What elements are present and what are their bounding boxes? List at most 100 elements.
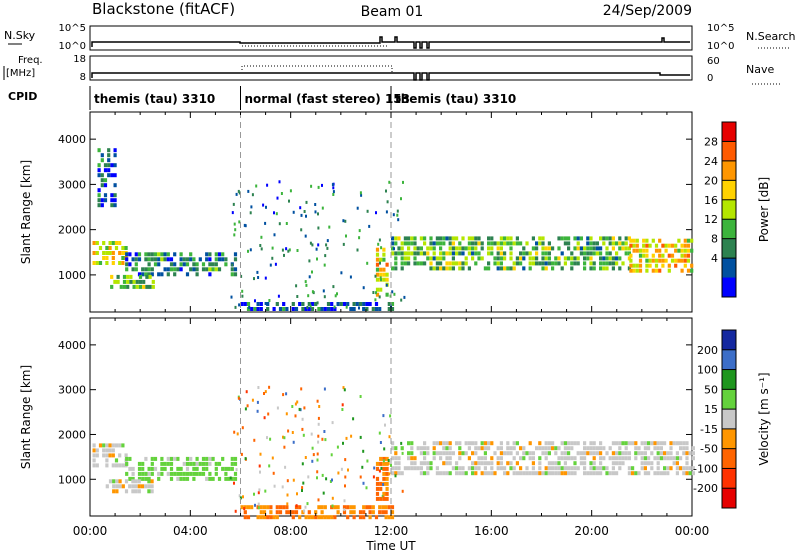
data-cell [455, 261, 459, 266]
data-cell [541, 451, 545, 456]
data-cell [638, 253, 643, 258]
data-cell [185, 461, 190, 466]
data-cell [102, 453, 106, 458]
data-cell [541, 261, 545, 266]
data-cell [118, 443, 122, 448]
colorbar-swatch [722, 409, 736, 430]
echo-dot [386, 200, 389, 204]
data-cell [535, 446, 539, 451]
echo-dot [372, 475, 375, 479]
data-cell [515, 451, 519, 456]
data-cell [554, 256, 558, 261]
colorbar-swatch [722, 238, 736, 259]
data-cell [547, 261, 551, 266]
data-cell [605, 261, 609, 266]
data-cell [531, 471, 535, 476]
data-cell [669, 441, 673, 446]
data-cell [592, 261, 596, 266]
data-cell [439, 241, 443, 246]
echo-dot [388, 435, 391, 439]
noise-right-tick-top: 10^5 [707, 23, 734, 34]
data-cell [253, 307, 257, 311]
data-cell [503, 236, 507, 241]
data-cell [624, 441, 628, 446]
data-cell [410, 456, 414, 461]
data-cell [97, 173, 101, 178]
data-cell [137, 252, 142, 257]
data-cell [429, 246, 433, 251]
data-cell [499, 236, 503, 241]
data-cell [330, 515, 334, 520]
data-cell [118, 261, 122, 265]
data-cell [439, 251, 443, 256]
data-cell [442, 266, 446, 271]
data-cell [362, 515, 366, 520]
data-cell [131, 267, 135, 272]
data-cell [391, 241, 395, 246]
data-cell [464, 471, 468, 476]
echo-dot [387, 462, 390, 465]
echo-dot [342, 441, 344, 445]
data-cell [615, 461, 619, 466]
data-cell [224, 466, 228, 471]
data-cell [688, 466, 692, 471]
data-cell [656, 466, 660, 471]
data-cell [144, 484, 148, 489]
data-cell [653, 446, 657, 451]
data-cell [439, 261, 443, 266]
echo-dot [321, 206, 324, 210]
data-cell [317, 515, 321, 520]
freq-panel [89, 55, 693, 81]
data-cell [586, 451, 590, 456]
echo-dot [359, 435, 362, 439]
data-cell [455, 471, 459, 476]
data-cell [515, 256, 519, 261]
data-cell [108, 246, 112, 250]
data-cell [583, 466, 587, 471]
data-cell [307, 515, 311, 520]
data-cell [458, 446, 462, 451]
data-cell [374, 307, 379, 311]
data-cell [608, 446, 612, 451]
y-tick-label: 3000 [58, 178, 86, 191]
echo-dot [276, 406, 279, 410]
data-cell [230, 461, 234, 466]
data-cell [487, 441, 491, 446]
echo-dot [343, 499, 346, 503]
data-cell [506, 451, 510, 456]
data-cell [195, 461, 199, 466]
data-cell [509, 451, 513, 456]
data-cell [352, 515, 356, 520]
data-cell [570, 471, 574, 476]
data-cell [515, 471, 519, 476]
data-cell [467, 241, 471, 246]
data-cell [480, 241, 484, 246]
data-cell [589, 471, 593, 476]
echo-dot [324, 254, 327, 258]
data-cell [173, 252, 177, 257]
data-cell [467, 266, 471, 271]
data-cell [573, 256, 577, 261]
data-cell [362, 302, 366, 306]
data-cell [419, 471, 423, 476]
echo-dot [311, 290, 314, 294]
echo-dot [308, 275, 311, 279]
data-cell [365, 307, 369, 311]
data-cell [670, 253, 675, 258]
data-cell [432, 266, 436, 271]
data-cell [544, 451, 548, 456]
data-cell [651, 268, 655, 273]
data-cell [506, 266, 510, 271]
data-cell [217, 257, 222, 262]
data-cell [499, 456, 503, 461]
data-cell [519, 446, 523, 451]
data-cell [483, 266, 487, 271]
data-cell [677, 248, 681, 253]
data-region [105, 479, 154, 494]
echo-dot [396, 209, 399, 213]
data-cell [391, 236, 395, 241]
data-cell [157, 476, 161, 481]
data-cell [150, 461, 154, 466]
data-cell [346, 515, 350, 520]
data-cell [560, 251, 564, 256]
